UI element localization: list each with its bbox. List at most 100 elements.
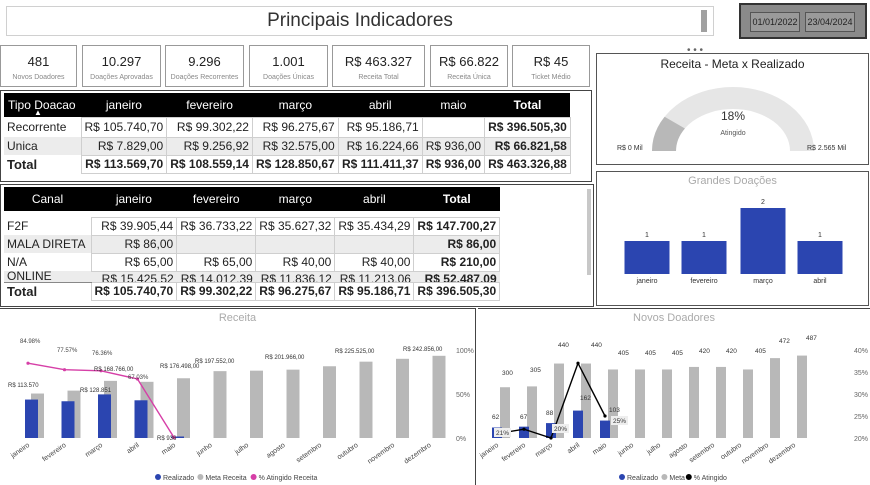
gauge-card: • • • Receita - Meta x Realizado 18% Ati… (596, 45, 869, 165)
title-scrollbar[interactable] (701, 10, 707, 32)
data-label: 67 (520, 414, 528, 421)
col-header[interactable]: março (252, 93, 339, 117)
x-tick-label: abril (813, 278, 827, 285)
col-header[interactable]: abril (338, 93, 423, 117)
x-tick-label: julho (645, 442, 662, 457)
realizado-bar (61, 401, 75, 438)
meta-bar (213, 371, 227, 438)
table-cell: R$ 105.740,70 (90, 281, 178, 301)
table-cell: R$ 95.186,71 (337, 116, 423, 138)
table-row: Recorrente R$ 105.740,70 R$ 99.302,22 R$… (4, 116, 571, 138)
meta-bar (581, 363, 591, 438)
meta-bar (432, 355, 446, 438)
realizado-bar (519, 426, 529, 438)
table-cell: R$ 86,00 (90, 234, 178, 254)
col-header[interactable]: janeiro (81, 93, 167, 117)
col-header[interactable]: Total (484, 93, 571, 117)
legend-marker (661, 474, 668, 480)
more-options-icon[interactable]: • • • (687, 45, 704, 56)
grandes-doacoes-bar (681, 241, 727, 274)
col-header[interactable]: março (255, 187, 335, 211)
kpi-ticket-medio: R$ 45 Ticket Médio (512, 45, 590, 87)
data-label: 440 (558, 342, 569, 349)
kpi-value: 9.296 (188, 54, 221, 69)
x-tick-label: setembro (295, 442, 323, 465)
pct-label-bg (552, 424, 569, 433)
legend-marker (155, 474, 161, 480)
meta-bar (396, 358, 409, 438)
kpi-label: Receita Única (447, 74, 491, 81)
table-scrollbar[interactable] (587, 189, 591, 275)
data-label: 84.98% (20, 339, 41, 345)
receita-chart: janeiro fevereiro março abril maio junho julho… (8, 339, 474, 482)
table-cell: R$ 14.012,39 (176, 271, 256, 282)
date-start-field[interactable]: 01/01/2022 (750, 12, 800, 32)
gauge-sub-label: Atingido (720, 130, 745, 137)
data-label: R$ 242.856,00 (403, 347, 443, 353)
receita-title: Receita (218, 312, 257, 324)
table-cell-total: R$ 396.505,30 (484, 116, 571, 138)
table-cell: R$ 113.569,70 (80, 154, 168, 174)
realizado-bar (134, 400, 148, 438)
x-tick-label: dezembro (403, 442, 433, 466)
col-header[interactable]: fevereiro (176, 187, 256, 211)
meta-bar (743, 369, 753, 438)
legend-marker (685, 474, 692, 480)
table-cell (334, 234, 415, 254)
data-label: 67.03% (128, 375, 149, 381)
canal-panel: Canal janeiro fevereiro março abril Tota… (0, 184, 594, 307)
receita-card: Receita janeiro fevereiro março abril maio ju… (0, 308, 476, 485)
x-tick-label: agosto (668, 442, 689, 460)
meta-bar (286, 369, 300, 438)
legend-label: % Atingido Receita (259, 475, 318, 482)
y2-tick-label: 35% (854, 370, 868, 377)
kpi-doacoes-unicas: 1.001 Doações Únicas (249, 45, 328, 87)
data-label: 405 (672, 350, 683, 357)
y2-tick-label: 50% (456, 392, 470, 399)
x-tick-label: março (534, 442, 554, 459)
meta-bar (662, 369, 672, 438)
col-header[interactable]: Total (413, 187, 500, 211)
table-cell: R$ 32.575,00 (251, 136, 339, 156)
realizado-bar (546, 423, 556, 438)
novos-doadores-title: Novos Doadores (633, 312, 715, 324)
realizado-bar (98, 394, 111, 438)
col-header[interactable]: janeiro (91, 187, 177, 211)
y2-tick-label: 30% (854, 392, 868, 399)
col-header[interactable]: abril (334, 187, 414, 211)
table-cell: R$ 9.256,92 (166, 136, 253, 156)
col-header-tipo[interactable]: Tipo Doacao ▲ (4, 93, 81, 117)
x-tick-label: julho (233, 442, 250, 457)
realizado-bar (25, 399, 38, 438)
kpi-label: Doações Únicas (263, 74, 314, 81)
data-label: R$ 128.851 (80, 388, 112, 394)
row-label: Total (7, 156, 38, 172)
meta-bar (689, 366, 699, 438)
col-header-canal[interactable]: Canal (4, 187, 91, 211)
col-header[interactable]: fevereiro (166, 93, 253, 117)
table-cell (421, 116, 486, 138)
x-tick-label: abril (566, 442, 581, 456)
date-end-field[interactable]: 23/04/2024 (805, 12, 855, 32)
gauge-max-label: R$ 2.565 Mil (807, 145, 847, 152)
table-cell-total: R$ 463.326,88 (484, 154, 571, 174)
table-cell: R$ 96.275,67 (251, 116, 339, 138)
tipo-doacao-table: Tipo Doacao ▲ janeiro fevereiro março abr… (4, 93, 571, 174)
table-cell-total: R$ 147.700,27 (413, 216, 501, 236)
kpi-label: Doações Recorrentes (170, 74, 239, 81)
kpi-value: 481 (27, 54, 50, 69)
data-label: 77.57% (57, 348, 78, 354)
table-cell: R$ 96.275,67 (255, 281, 336, 301)
y2-tick-label: 40% (854, 348, 868, 355)
sort-asc-icon[interactable]: ▲ (34, 108, 42, 117)
data-label: 487 (806, 335, 817, 342)
grandes-doacoes-title: Grandes Doações (688, 175, 777, 187)
gauge-value: 18% (721, 109, 745, 123)
data-label: 162 (580, 395, 591, 402)
table-total-row: Total R$ 113.569,70 R$ 108.559,14 R$ 128… (4, 154, 571, 174)
table-cell-total: R$ 86,00 (413, 234, 501, 254)
table-cell: R$ 36.733,22 (176, 216, 257, 236)
table-cell (255, 234, 336, 254)
col-header[interactable]: maio (422, 93, 485, 117)
meta-bar (554, 363, 564, 438)
